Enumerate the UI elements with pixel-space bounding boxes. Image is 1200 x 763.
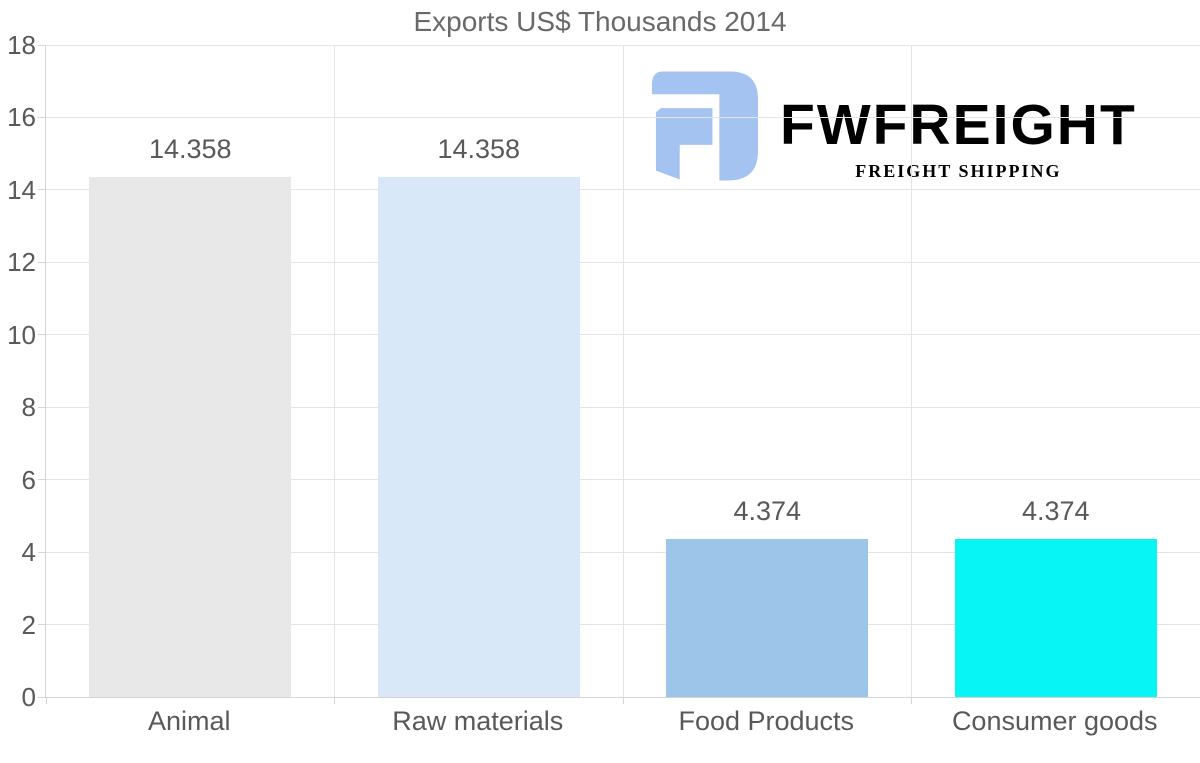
y-tick-label: 4 — [21, 537, 36, 568]
logo-icon-shape-prong — [655, 108, 713, 180]
bar-value-label: 14.358 — [437, 133, 521, 164]
bar-animal — [89, 176, 292, 697]
brand-logo: FWFREIGHT FREIGHT SHIPPING — [647, 70, 1137, 184]
y-tick-mark — [38, 696, 46, 698]
x-tick-mark — [622, 697, 624, 704]
bar-consumer-goods — [954, 538, 1157, 697]
x-category-label: Animal — [147, 706, 231, 736]
bar-raw-materials — [377, 176, 580, 697]
y-tick-label: 2 — [21, 609, 36, 640]
bar-value-label: 14.358 — [148, 133, 232, 164]
y-tick-mark — [38, 551, 46, 553]
x-category-label: Raw materials — [392, 706, 564, 736]
y-tick-mark — [38, 44, 46, 46]
y-tick-label: 16 — [7, 102, 36, 133]
chart-title: Exports US$ Thousands 2014 — [413, 6, 787, 37]
x-tick-mark — [911, 697, 912, 704]
y-tick-mark — [38, 189, 46, 191]
y-tick-mark — [38, 479, 46, 481]
y-tick-label: 8 — [21, 392, 36, 423]
logo-icon-shape-main — [651, 71, 759, 181]
bar-slot-food-products: 4.374 — [623, 45, 912, 697]
vertical-gridline — [911, 45, 912, 697]
logo-text: FWFREIGHT FREIGHT SHIPPING — [780, 97, 1137, 182]
bar-value-label: 4.374 — [1021, 495, 1090, 526]
plot-area: 14.358 14.358 4.374 4.374 — [38, 44, 1200, 704]
y-axis-labels: 0 2 4 6 8 10 12 14 16 18 — [0, 32, 36, 710]
x-category-label: Food Products — [678, 706, 855, 736]
x-axis-labels: Animal Raw materials Food Products Consumer… — [45, 706, 1199, 740]
logo-name-text: FWFREIGHT — [780, 93, 1137, 157]
logo-tagline-text: FREIGHT SHIPPING — [855, 161, 1062, 181]
bar-food-products — [666, 538, 869, 697]
x-tick-mark — [45, 697, 47, 704]
bar-slot-raw-materials: 14.358 — [335, 45, 624, 697]
bar-value-label: 4.374 — [733, 495, 802, 526]
vertical-gridline — [334, 45, 335, 697]
x-tick-mark — [334, 697, 335, 704]
x-category-label: Consumer goods — [951, 706, 1158, 736]
vertical-gridline — [622, 45, 624, 697]
y-tick-mark — [38, 261, 46, 263]
y-tick-label: 10 — [7, 319, 36, 350]
y-tick-mark — [38, 116, 46, 118]
y-tick-mark — [38, 624, 46, 626]
y-tick-label: 6 — [21, 464, 36, 495]
y-tick-label: 12 — [7, 247, 36, 278]
bar-slot-animal: 14.358 — [46, 45, 335, 697]
y-tick-mark — [38, 406, 46, 408]
y-tick-label: 14 — [7, 174, 36, 205]
fwfreight-logo-icon — [647, 70, 760, 184]
y-tick-label: 18 — [7, 30, 36, 60]
y-tick-mark — [38, 334, 46, 336]
bar-slot-consumer-goods: 4.374 — [912, 45, 1200, 697]
y-tick-label: 0 — [21, 682, 36, 712]
